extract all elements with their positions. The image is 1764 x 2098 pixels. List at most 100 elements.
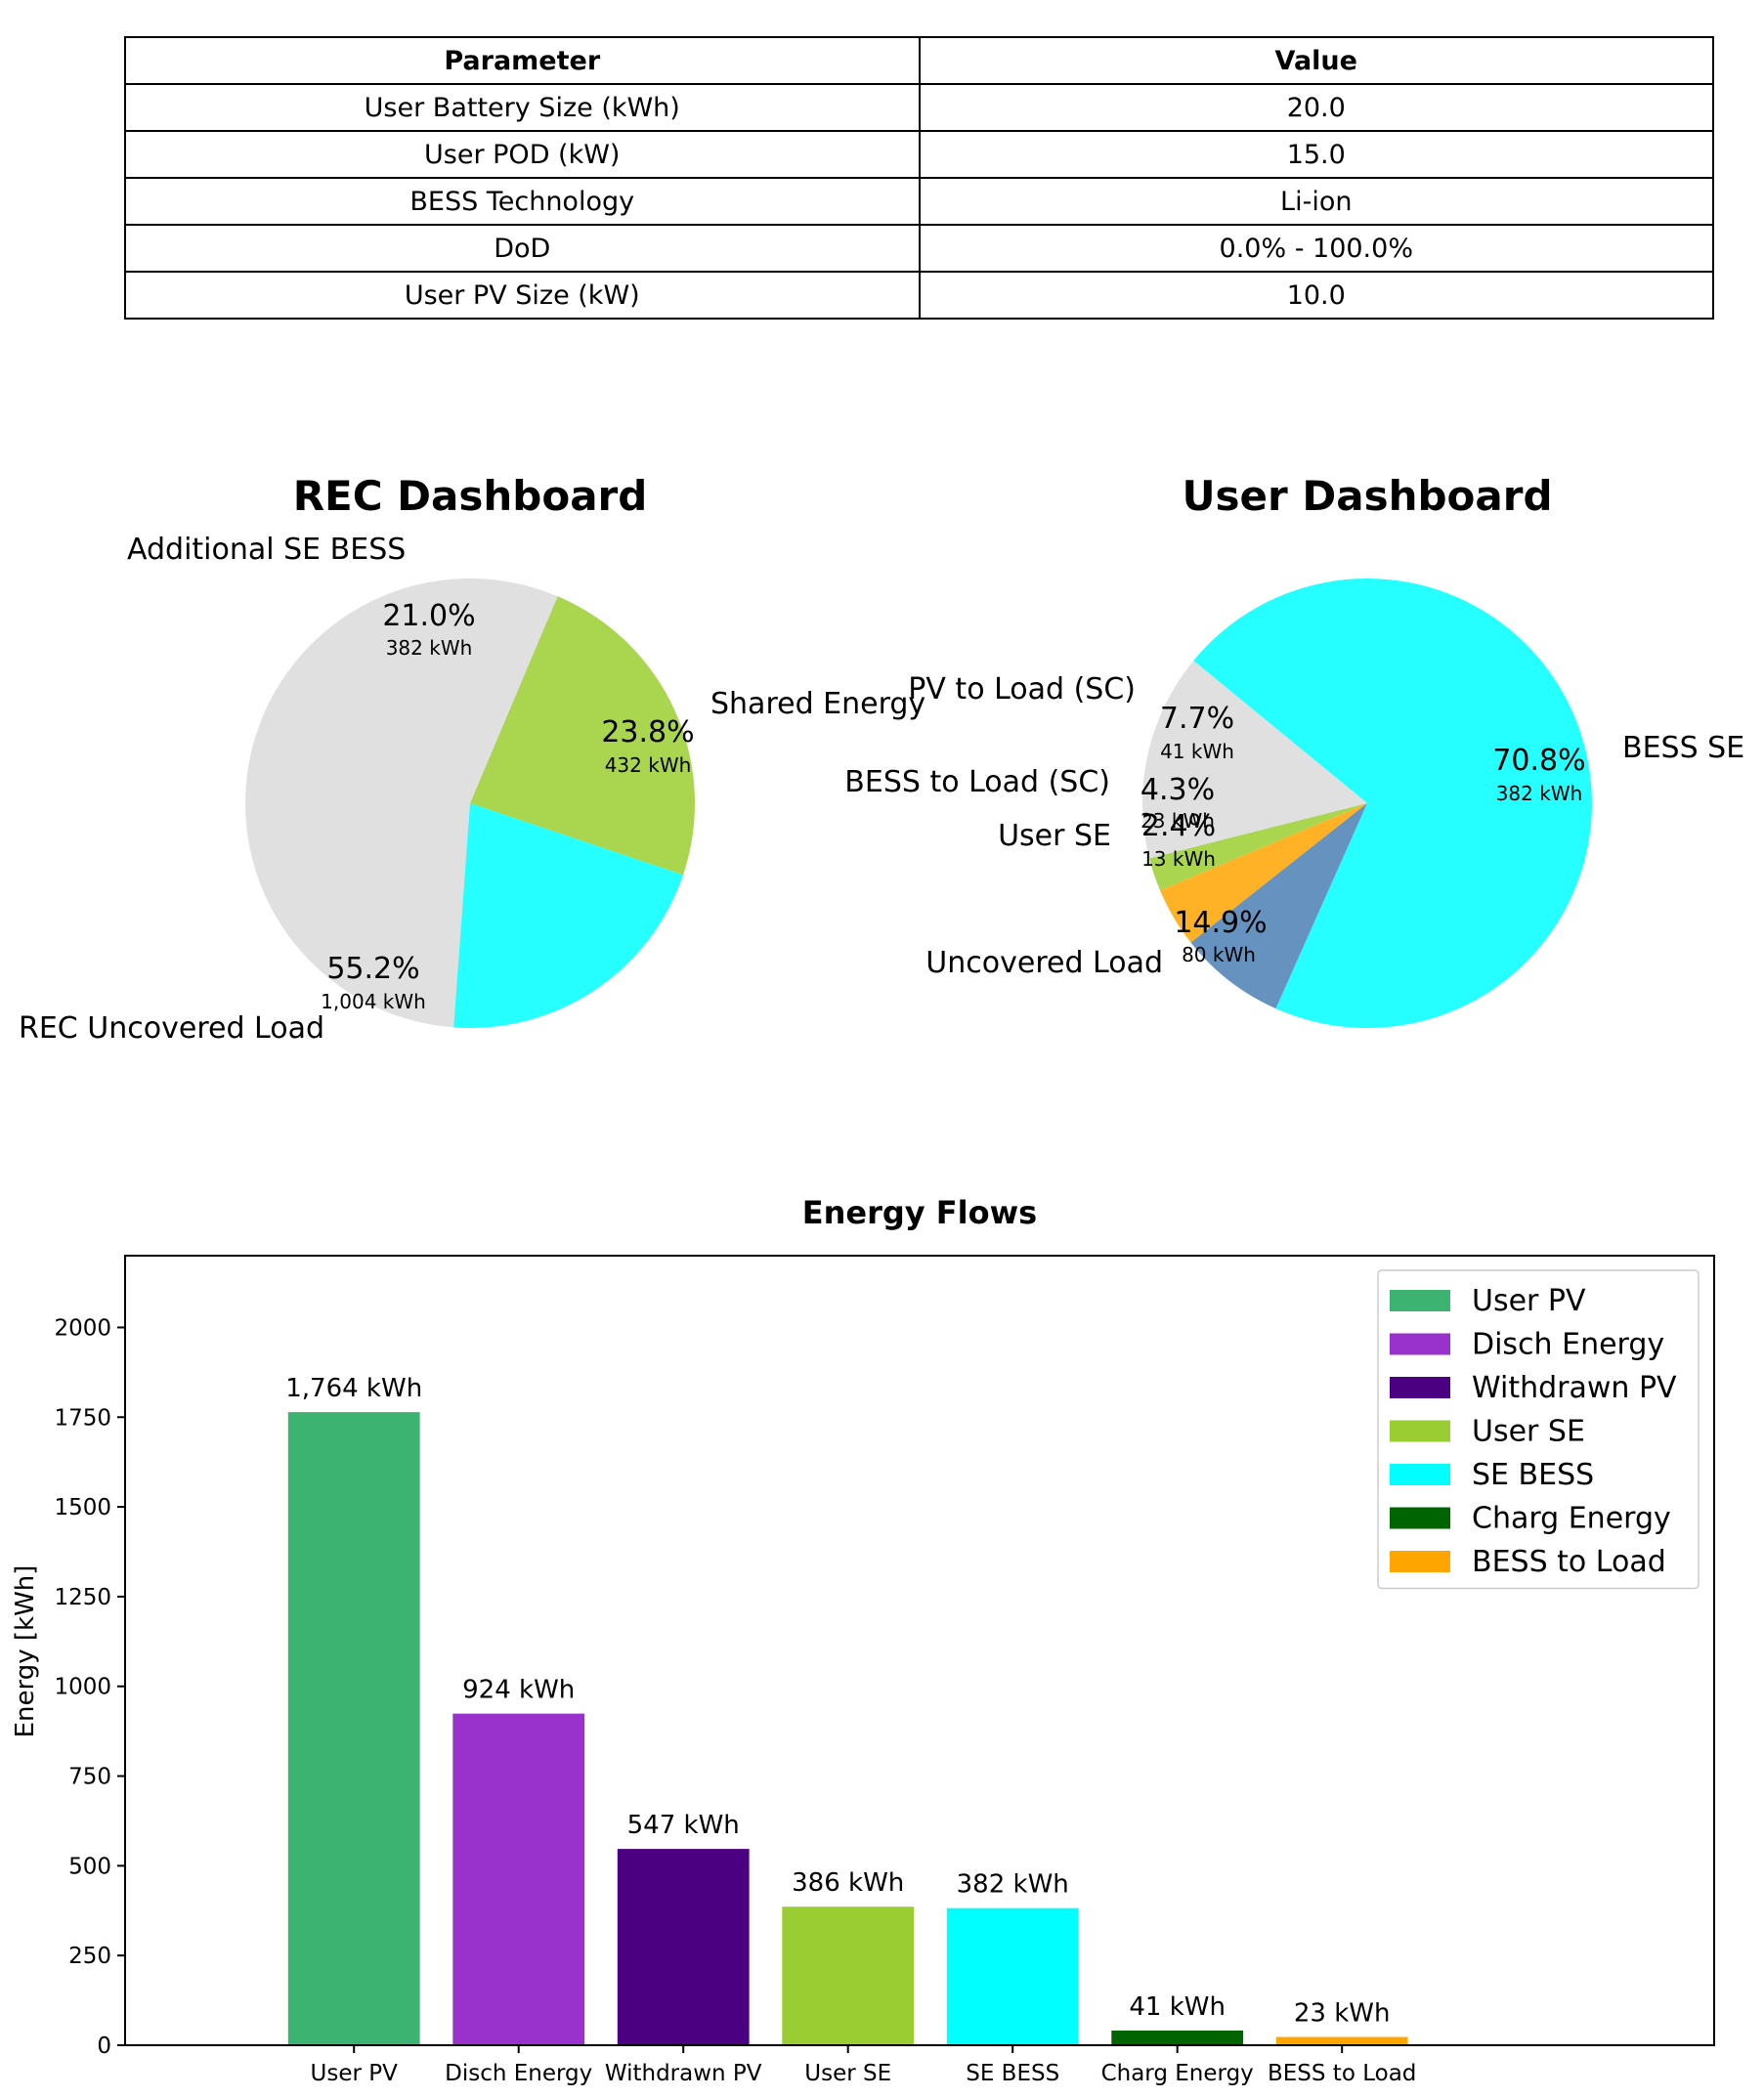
user-dashboard-title: User Dashboard bbox=[1182, 472, 1552, 520]
table-cell-parameter: DoD bbox=[124, 224, 921, 273]
y-tick-label: 750 bbox=[68, 1765, 111, 1790]
bar-user-se bbox=[782, 1906, 915, 2045]
legend-label-charg-energy: Charg Energy bbox=[1472, 1502, 1671, 1536]
bar-bess-to-load bbox=[1275, 2036, 1408, 2045]
pie-kwh-rec-uncovered-load: 1,004 kWh bbox=[321, 990, 426, 1013]
table-cell-parameter: User Battery Size (kWh) bbox=[124, 83, 921, 132]
pie-pct-additional-se-bess: 21.0% bbox=[382, 599, 475, 633]
table-row: User POD (kW) 15.0 bbox=[124, 130, 1714, 179]
legend-label-se-bess: SE BESS bbox=[1472, 1458, 1594, 1492]
y-tick-label: 1250 bbox=[54, 1585, 111, 1610]
x-tick-label-user-se: User SE bbox=[804, 2061, 891, 2086]
legend-label-bess-to-load: BESS to Load bbox=[1472, 1545, 1666, 1579]
plot-frame bbox=[124, 1255, 1715, 2046]
pie-slice-shared-energy bbox=[470, 596, 696, 876]
energy-flows-title: Energy Flows bbox=[802, 1194, 1037, 1231]
bar-value-label-se-bess: 382 kWh bbox=[957, 1870, 1069, 1900]
pie-slice-user-se bbox=[1149, 803, 1367, 891]
bar-value-label-user-se: 386 kWh bbox=[792, 1868, 904, 1898]
bar-value-label-withdrawn-pv: 547 kWh bbox=[627, 1811, 740, 1840]
pie-label-additional-se-bess: Additional SE BESS bbox=[127, 533, 406, 567]
legend-swatch-se-bess bbox=[1390, 1464, 1450, 1485]
table-cell-value: 10.0 bbox=[918, 271, 1714, 320]
pie-kwh-shared-energy: 432 kWh bbox=[605, 753, 692, 777]
pie-slice-additional-se-bess bbox=[453, 803, 683, 1028]
bar-value-label-bess-to-load: 23 kWh bbox=[1294, 1999, 1391, 2029]
pie-slice-bess-se bbox=[1193, 578, 1592, 1029]
parameter-table: Parameter Value User Battery Size (kWh) … bbox=[124, 36, 1714, 320]
pie-pct-bess-se: 70.8% bbox=[1492, 744, 1585, 778]
table-row: User Battery Size (kWh) 20.0 bbox=[124, 83, 1714, 132]
x-tick-label-user-pv: User PV bbox=[311, 2061, 399, 2086]
pie-pct-uncovered-load: 14.9% bbox=[1174, 906, 1267, 940]
table-cell-value: Li-ion bbox=[918, 177, 1714, 226]
pie-slice-uncovered-load bbox=[1142, 661, 1367, 859]
x-axis: User PV Disch Energy Withdrawn PV User SE SE… bbox=[311, 2045, 1416, 2086]
pie-kwh-additional-se-bess: 382 kWh bbox=[386, 636, 473, 660]
pie-label-bess-se: BESS SE bbox=[1622, 731, 1744, 765]
table-row: User PV Size (kW) 10.0 bbox=[124, 271, 1714, 320]
table-cell-value: 0.0% - 100.0% bbox=[918, 224, 1714, 273]
pie-kwh-pv-to-load-sc: 41 kWh bbox=[1160, 740, 1234, 763]
legend-swatch-bess-to-load bbox=[1390, 1551, 1450, 1572]
x-tick-label-disch-energy: Disch Energy bbox=[445, 2061, 592, 2086]
table-cell-value: 15.0 bbox=[918, 130, 1714, 179]
pie-pct-shared-energy: 23.8% bbox=[601, 715, 694, 749]
legend-box bbox=[1377, 1269, 1699, 1590]
bar-value-label-user-pv: 1,764 kWh bbox=[285, 1374, 422, 1403]
pie-kwh-user-se: 13 kWh bbox=[1141, 847, 1216, 871]
legend-swatch-withdrawn-pv bbox=[1390, 1377, 1450, 1398]
table-cell-parameter: User PV Size (kW) bbox=[124, 271, 921, 320]
pie-slice-bess-to-load-sc bbox=[1160, 803, 1367, 943]
energy-flows-bar-chart: Energy Flows Energy [kWh] 0 250 500 750 1000… bbox=[11, 1194, 1715, 2086]
legend-label-disch-energy: Disch Energy bbox=[1472, 1328, 1664, 1362]
pie-pct-rec-uncovered-load: 55.2% bbox=[326, 952, 419, 986]
table-header-row: Parameter Value bbox=[124, 36, 1714, 85]
table-header-value: Value bbox=[918, 36, 1714, 85]
pie-label-bess-to-load-sc: BESS to Load (SC) bbox=[844, 765, 1110, 799]
table-row: DoD 0.0% - 100.0% bbox=[124, 224, 1714, 273]
legend-swatch-user-pv bbox=[1390, 1290, 1450, 1311]
pie-pct-bess-to-load-sc: 4.3% bbox=[1140, 773, 1215, 807]
pie-pct-user-se: 2.4% bbox=[1141, 809, 1216, 843]
y-tick-label: 0 bbox=[97, 2034, 111, 2059]
y-tick-label: 1000 bbox=[54, 1675, 111, 1700]
rec-dashboard-pie: REC Dashboard Shared Energy 23.8% 432 kWh R… bbox=[19, 472, 925, 1046]
legend: User PV Disch Energy Withdrawn PV User SE SE… bbox=[1377, 1269, 1699, 1590]
table-cell-parameter: BESS Technology bbox=[124, 177, 921, 226]
legend-swatch-disch-energy bbox=[1390, 1333, 1450, 1355]
bar-value-label-disch-energy: 924 kWh bbox=[462, 1676, 575, 1705]
bar-charg-energy bbox=[1111, 2030, 1244, 2045]
y-axis-label: Energy [kWh] bbox=[11, 1565, 40, 1738]
pie-label-uncovered-load: Uncovered Load bbox=[925, 946, 1163, 980]
x-tick-label-withdrawn-pv: Withdrawn PV bbox=[605, 2061, 762, 2086]
pie-slice-rec-uncovered-load bbox=[244, 578, 558, 1028]
y-tick-label: 1750 bbox=[54, 1405, 111, 1431]
y-tick-label: 500 bbox=[68, 1854, 111, 1879]
legend-swatch-charg-energy bbox=[1390, 1507, 1450, 1529]
pie-label-shared-energy: Shared Energy bbox=[710, 687, 925, 721]
y-tick-label: 250 bbox=[68, 1944, 111, 1969]
pie-slice-pv-to-load-sc bbox=[1190, 803, 1367, 1009]
legend-swatch-user-se bbox=[1390, 1420, 1450, 1442]
table-cell-value: 20.0 bbox=[918, 83, 1714, 132]
bar-disch-energy bbox=[452, 1713, 585, 2045]
bar-withdrawn-pv bbox=[617, 1849, 750, 2045]
y-axis: 0 250 500 750 1000 1250 1500 1750 2000 bbox=[54, 1315, 125, 2059]
pie-label-user-se: User SE bbox=[998, 819, 1111, 853]
bar-user-pv bbox=[287, 1412, 420, 2045]
legend-label-withdrawn-pv: Withdrawn PV bbox=[1472, 1371, 1677, 1405]
y-tick-label: 2000 bbox=[54, 1315, 111, 1341]
y-tick-label: 1500 bbox=[54, 1495, 111, 1520]
pie-kwh-uncovered-load: 80 kWh bbox=[1182, 943, 1256, 966]
legend-label-user-pv: User PV bbox=[1472, 1284, 1586, 1318]
bar-series: 1,764 kWh 924 kWh 547 kWh 386 kWh 382 kWh 41 … bbox=[285, 1374, 1408, 2045]
table-row: BESS Technology Li-ion bbox=[124, 177, 1714, 226]
x-tick-label-bess-to-load: BESS to Load bbox=[1268, 2061, 1416, 2086]
pie-label-rec-uncovered-load: REC Uncovered Load bbox=[19, 1011, 324, 1046]
pie-kwh-bess-to-load-sc: 23 kWh bbox=[1140, 809, 1215, 833]
table-header-parameter: Parameter bbox=[124, 36, 921, 85]
x-tick-label-charg-energy: Charg Energy bbox=[1101, 2061, 1254, 2086]
pie-kwh-bess-se: 382 kWh bbox=[1496, 782, 1583, 805]
